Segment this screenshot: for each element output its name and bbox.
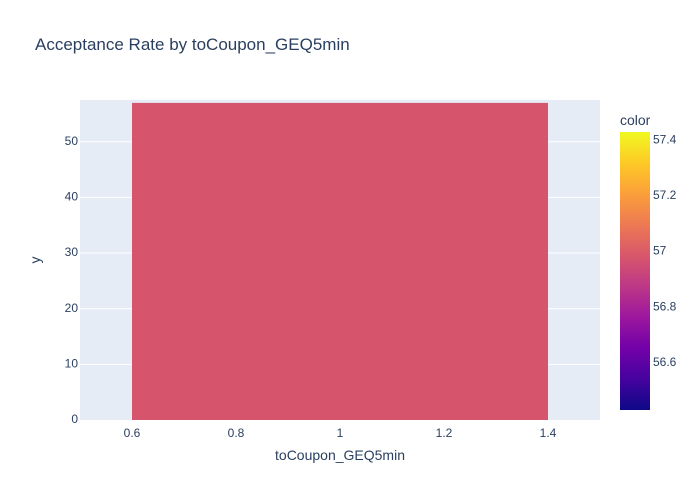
x-ticks: 0.6 0.8 1 1.2 1.4 [124,426,557,440]
y-ticks: 0 10 20 30 40 50 [65,134,79,426]
colorbar-title: color [620,112,651,128]
bar [132,102,548,420]
x-tick-label: 1.2 [436,426,453,440]
colorbar-ticks: 56.6 56.8 57 57.2 57.4 [653,133,677,369]
y-tick-label: 10 [65,357,79,371]
colorbar-tick-label: 56.8 [653,299,677,313]
x-tick-label: 1.4 [540,426,557,440]
y-tick-label: 20 [65,301,79,315]
colorbar-tick-label: 57.2 [653,188,677,202]
y-tick-label: 40 [65,190,79,204]
x-tick-label: 0.8 [228,426,245,440]
colorbar [620,132,650,410]
x-tick-label: 1 [337,426,344,440]
colorbar-tick-label: 56.6 [653,355,677,369]
bars [132,102,548,420]
x-tick-label: 0.6 [124,426,141,440]
chart-title: Acceptance Rate by toCoupon_GEQ5min [35,35,350,54]
y-tick-label: 50 [65,134,79,148]
y-tick-label: 0 [71,412,78,426]
y-tick-label: 30 [65,245,79,259]
x-axis-title: toCoupon_GEQ5min [275,447,405,463]
colorbar-tick-label: 57 [653,244,667,258]
y-axis-title: y [27,257,43,264]
colorbar-tick-label: 57.4 [653,133,677,147]
